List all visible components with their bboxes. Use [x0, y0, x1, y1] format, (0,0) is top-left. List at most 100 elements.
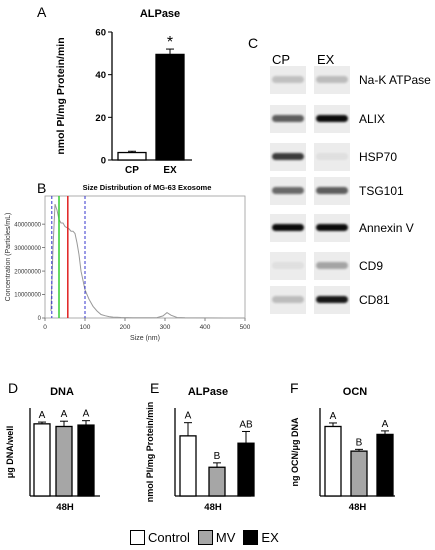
y-axis-label: ng OCN/μg DNA [290, 417, 300, 486]
bar-mv [208, 466, 226, 497]
blot-marker-label: Annexin V [359, 221, 414, 235]
blot-marker-label: ALIX [359, 112, 386, 126]
blot-lane-bg [314, 105, 350, 133]
x-tick-label: EX [163, 165, 177, 176]
chart-alpase-cp-ex: ALPase 0 20 40 60 nmol PI/mg Protein/min CP EX * [55, 8, 192, 176]
legend-swatch-ex [243, 530, 259, 545]
chart-title: ALPase [188, 386, 228, 398]
legend-label-control: Control [148, 530, 190, 545]
blot-lane-bg [270, 143, 306, 171]
blot-band-ex [316, 187, 348, 194]
significance-label: A [382, 419, 389, 430]
x-tick-label: 0 [43, 324, 47, 331]
x-tick-label: 500 [240, 324, 250, 331]
legend-swatch-control [130, 530, 145, 545]
bar-ex [237, 442, 255, 497]
y-tick-label: 40 [95, 70, 106, 81]
blot-marker-label: CD81 [359, 293, 390, 307]
y-tick-label: 20 [95, 113, 106, 124]
panel-label-a: A [37, 4, 47, 20]
blot-band-cp [272, 296, 304, 303]
y-tick-label: 0 [101, 156, 106, 167]
blot-row: CD81 [262, 286, 432, 316]
panel-label-e: E [150, 380, 160, 396]
y-tick-label: 60 [95, 28, 106, 39]
blot-lane-bg [270, 177, 306, 205]
blot-band-cp [272, 224, 304, 231]
y-tick-label: 30000000 [14, 246, 41, 252]
significance-label: A [185, 411, 192, 422]
blot-lane-bg [314, 214, 350, 242]
blot-marker-label: HSP70 [359, 150, 398, 164]
blot-row: HSP70 [262, 143, 432, 173]
y-tick-label: 10000000 [14, 293, 41, 299]
chart-title: OCN [343, 386, 368, 398]
blot-band-cp [272, 115, 304, 122]
blot-band-ex [316, 224, 348, 231]
bar-cp [117, 151, 147, 161]
significance-label: AB [239, 419, 253, 430]
legend: Control MV EX [130, 530, 279, 545]
blot-lane-bg [270, 66, 306, 94]
y-tick-label: 0 [38, 316, 42, 322]
blot-lane-bg [314, 252, 350, 280]
blot-band-cp [272, 76, 304, 83]
legend-label-mv: MV [215, 530, 236, 545]
bar-ex [376, 433, 394, 497]
blot-lane-bg [314, 286, 350, 314]
blot-row: TSG101 [262, 177, 432, 207]
blot-lane-bg [270, 286, 306, 314]
x-tick-label: 100 [80, 324, 91, 331]
chart-ocn: OCN ng OCN/μg DNA A B A 48H [290, 386, 395, 513]
blot-row: ALIX [262, 105, 432, 135]
bar-ex [77, 424, 95, 497]
bar-control [33, 423, 51, 497]
legend-label-ex: EX [261, 530, 279, 545]
blot-row: Annexin V [262, 214, 432, 244]
panel-label-f: F [290, 380, 299, 396]
chart-title: ALPase [140, 8, 180, 20]
y-tick-label: 20000000 [14, 269, 41, 275]
blot-band-ex [316, 296, 348, 303]
blot-lane-bg [270, 252, 306, 280]
significance-label: A [39, 410, 46, 421]
significance-label: A [61, 409, 68, 420]
blot-marker-label: TSG101 [359, 184, 404, 198]
significance-label: B [214, 451, 221, 462]
x-tick-label: 400 [200, 324, 211, 331]
blot-marker-label: Na-K ATPase [359, 73, 431, 87]
panel-label-d: D [8, 380, 19, 396]
chart-title: DNA [50, 386, 74, 398]
significance-label: A [83, 409, 90, 420]
blot-lane-bg [314, 177, 350, 205]
lane-header-cp: CP [272, 52, 291, 67]
blot-row: CD9 [262, 252, 432, 282]
bar-control [324, 425, 342, 497]
blot-band-cp [272, 187, 304, 194]
panel-label-b: B [37, 180, 47, 196]
significance-label: * [167, 34, 173, 51]
blot-band-ex [316, 262, 348, 269]
x-tick-label: CP [125, 165, 139, 176]
blot-lane-bg [270, 214, 306, 242]
y-axis-label: Concentration (Particles/mL) [5, 213, 12, 302]
y-axis-label: nmol PI/mg Protein/min [55, 37, 67, 154]
legend-swatch-mv [197, 530, 213, 545]
blot-band-ex [316, 115, 348, 122]
blot-lane-bg [270, 105, 306, 133]
x-tick-label: 300 [160, 324, 171, 331]
blot-band-ex [316, 153, 348, 160]
plot-frame [44, 195, 246, 319]
chart-title: Size Distribution of MG-63 Exosome [83, 183, 212, 192]
blot-band-ex [316, 76, 348, 83]
x-tick-label: 200 [120, 324, 131, 331]
blot-band-cp [272, 153, 304, 160]
bar-mv [55, 425, 73, 497]
significance-label: B [356, 437, 363, 448]
y-axis-label: nmol PI/mg Protein/min [145, 402, 155, 503]
x-axis-label: 48H [204, 502, 222, 513]
chart-size-distribution: Size Distribution of MG-63 Exosome 0 100 20… [5, 183, 250, 342]
panel-label-c: C [248, 35, 259, 51]
y-axis-label: μg DNA/well [5, 426, 15, 479]
